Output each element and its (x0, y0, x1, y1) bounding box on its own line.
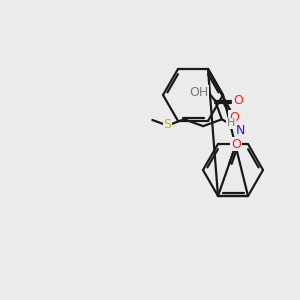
Text: H: H (227, 118, 235, 128)
Text: O: O (231, 138, 241, 151)
Text: N: N (236, 124, 246, 137)
Text: O: O (233, 94, 243, 107)
Text: OH: OH (189, 86, 208, 99)
Text: S: S (164, 118, 171, 131)
Text: O: O (229, 111, 239, 124)
